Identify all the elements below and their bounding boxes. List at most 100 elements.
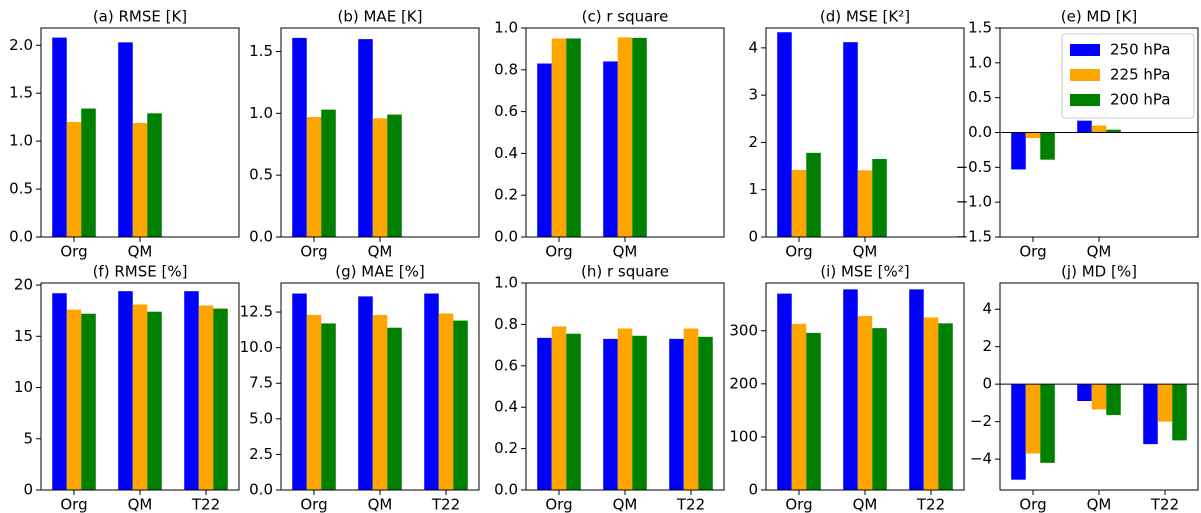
y-tick-label: 1.0 bbox=[968, 53, 992, 71]
x-tick-label: Org bbox=[60, 496, 87, 513]
bar bbox=[292, 37, 307, 237]
panel-title: (f) RMSE [%] bbox=[93, 263, 188, 281]
panel-title: (c) r square bbox=[582, 8, 669, 26]
bar bbox=[147, 113, 162, 237]
y-tick-label: 4 bbox=[748, 38, 758, 56]
bar bbox=[306, 314, 322, 490]
y-tick-label: 10 bbox=[14, 378, 33, 396]
bar bbox=[306, 117, 322, 237]
bar bbox=[551, 326, 567, 490]
y-tick-label: 15 bbox=[14, 327, 33, 345]
bar bbox=[52, 293, 67, 490]
bar bbox=[566, 333, 581, 490]
y-tick-label: 2 bbox=[982, 337, 992, 355]
y-tick-label: −0.5 bbox=[956, 158, 992, 176]
bar bbox=[424, 293, 439, 490]
y-tick-label: 1.0 bbox=[249, 104, 273, 122]
x-tick-label: QM bbox=[1087, 496, 1112, 513]
bar bbox=[791, 323, 807, 490]
y-tick-label: −4 bbox=[970, 450, 992, 468]
bar bbox=[387, 327, 402, 490]
y-tick-label: 0.5 bbox=[968, 88, 992, 106]
y-tick-label: 2.5 bbox=[249, 445, 273, 463]
y-tick-label: −1.5 bbox=[956, 228, 992, 246]
y-tick-label: −1.0 bbox=[956, 193, 992, 211]
bar bbox=[537, 337, 552, 490]
x-tick-label: Org bbox=[1019, 496, 1046, 513]
x-tick-label: T22 bbox=[431, 496, 460, 513]
axes-frame bbox=[765, 282, 965, 491]
bar bbox=[1091, 125, 1107, 133]
bar bbox=[198, 305, 214, 490]
x-tick-label: Org bbox=[785, 243, 812, 261]
x-tick-label: Org bbox=[785, 496, 812, 513]
x-tick-label: QM bbox=[1087, 243, 1112, 261]
x-tick-label: T22 bbox=[916, 496, 945, 513]
bar bbox=[1040, 384, 1055, 463]
y-tick-label: 20 bbox=[14, 276, 33, 294]
panel-title: (e) MD [K] bbox=[1061, 8, 1138, 26]
bar bbox=[184, 291, 199, 490]
x-tick-label: QM bbox=[128, 496, 153, 513]
x-tick-label: Org bbox=[1019, 243, 1046, 261]
bar bbox=[1040, 132, 1055, 160]
x-tick-label: QM bbox=[368, 496, 393, 513]
axes-frame bbox=[40, 282, 240, 491]
bar bbox=[81, 313, 96, 490]
bar bbox=[857, 170, 873, 237]
bar bbox=[857, 315, 873, 490]
y-tick-label: 0.0 bbox=[9, 228, 33, 246]
bar bbox=[321, 109, 336, 237]
x-tick-label: Org bbox=[545, 496, 572, 513]
panel-title: (g) MAE [%] bbox=[335, 263, 424, 281]
y-tick-label: 0.2 bbox=[494, 186, 518, 204]
bar bbox=[791, 169, 807, 237]
x-tick-label: QM bbox=[613, 496, 638, 513]
bar bbox=[683, 328, 699, 490]
bar bbox=[372, 314, 388, 490]
legend-label: 200 hPa bbox=[1110, 91, 1170, 109]
bar bbox=[698, 336, 713, 490]
y-tick-label: 2.0 bbox=[9, 36, 33, 54]
y-tick-label: 1.0 bbox=[494, 274, 518, 292]
y-tick-label: 0.0 bbox=[968, 123, 992, 141]
y-tick-label: 12.5 bbox=[240, 303, 273, 321]
panel-title: (b) MAE [K] bbox=[338, 8, 423, 26]
y-tick-label: 0.5 bbox=[249, 166, 273, 184]
bar bbox=[292, 293, 307, 490]
bar bbox=[213, 308, 228, 490]
bar bbox=[938, 323, 953, 490]
bar bbox=[537, 63, 552, 237]
bar bbox=[1106, 384, 1121, 416]
bar bbox=[806, 332, 821, 490]
legend-label: 250 hPa bbox=[1110, 41, 1170, 59]
panel-title: (d) MSE [K²] bbox=[820, 8, 910, 26]
bar bbox=[453, 320, 468, 490]
legend-swatch bbox=[1070, 69, 1100, 81]
bar bbox=[669, 338, 684, 490]
y-tick-label: 0 bbox=[982, 375, 992, 393]
axes-frame bbox=[525, 27, 725, 238]
bar bbox=[1011, 132, 1026, 170]
x-tick-label: T22 bbox=[676, 496, 705, 513]
x-tick-label: Org bbox=[545, 243, 572, 261]
bar bbox=[923, 317, 939, 490]
axes-frame bbox=[525, 282, 725, 491]
bar bbox=[632, 335, 647, 490]
y-tick-label: 0.8 bbox=[494, 60, 518, 78]
panel-title: (j) MD [%] bbox=[1061, 263, 1137, 281]
panel-title: (a) RMSE [K] bbox=[93, 8, 187, 26]
bar bbox=[81, 108, 96, 238]
y-tick-label: 3 bbox=[748, 86, 758, 104]
x-tick-label: QM bbox=[613, 243, 638, 261]
y-tick-label: 100 bbox=[729, 427, 758, 445]
axes-frame bbox=[999, 282, 1199, 491]
bar bbox=[617, 328, 633, 490]
bar bbox=[872, 328, 887, 490]
y-tick-label: 0.0 bbox=[249, 228, 273, 246]
y-tick-label: 0 bbox=[748, 228, 758, 246]
bar bbox=[1025, 384, 1041, 454]
bar bbox=[1077, 120, 1092, 133]
axes-frame bbox=[999, 27, 1199, 238]
x-tick-label: Org bbox=[300, 496, 327, 513]
